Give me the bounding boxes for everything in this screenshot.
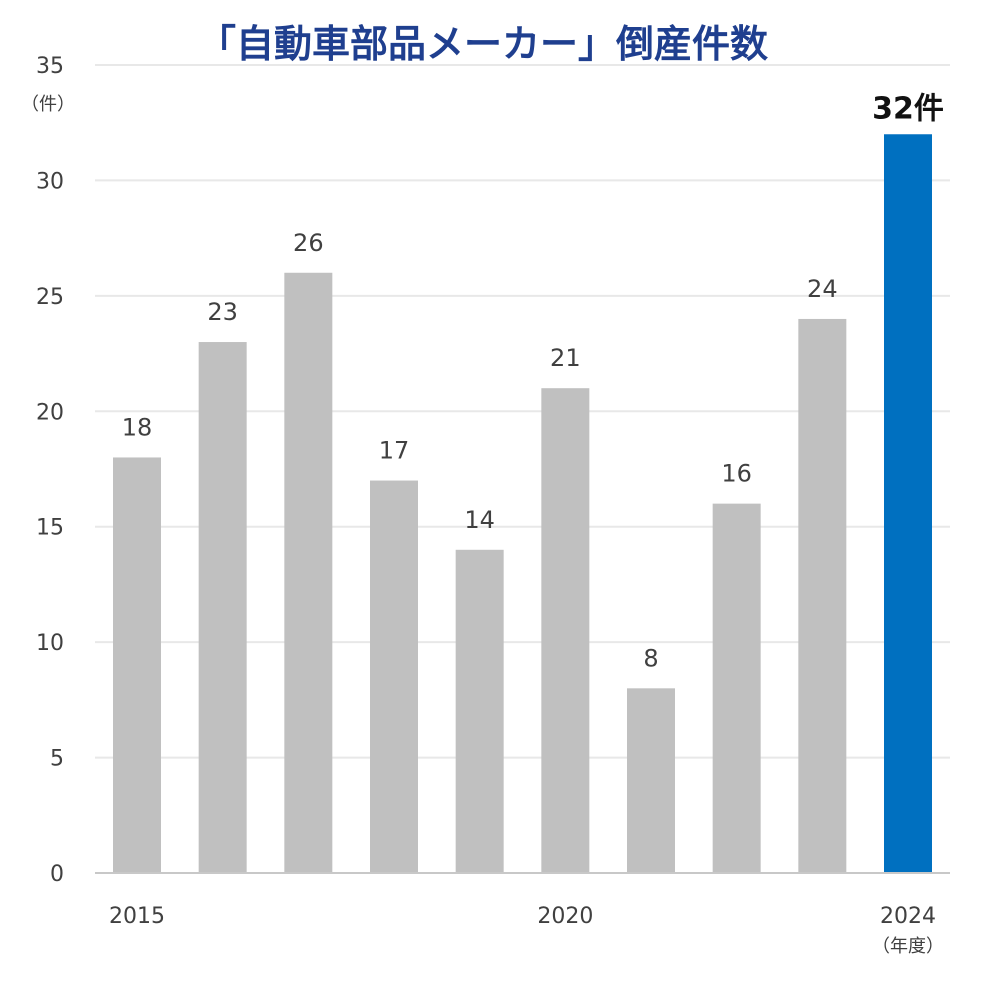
- bar-2024: [884, 134, 932, 873]
- y-tick-label: 30: [36, 169, 64, 194]
- bar-2018: [370, 480, 418, 873]
- data-label-2021: 8: [643, 644, 658, 672]
- data-label-2024: 32件: [872, 91, 944, 126]
- data-label-2016: 23: [207, 298, 238, 326]
- x-tick-label: 2024: [880, 904, 936, 929]
- data-label-2022: 16: [721, 460, 752, 488]
- x-tick-label: 2015: [109, 904, 165, 929]
- bar-2020: [541, 388, 590, 873]
- y-axis-unit-label: （件）: [21, 94, 75, 115]
- data-label-2018: 17: [379, 437, 410, 465]
- bar-2019: [455, 549, 504, 873]
- y-tick-label: 10: [36, 631, 64, 656]
- data-label-2020: 21: [550, 344, 581, 372]
- chart-title: 「自動車部品メーカー」倒産件数: [198, 22, 768, 66]
- data-label-2019: 14: [464, 506, 495, 534]
- data-label-2017: 26: [293, 229, 324, 257]
- x-axis: 2015 2020 2024: [109, 904, 936, 929]
- bar-2016: [198, 342, 247, 873]
- y-tick-label: 5: [50, 747, 64, 772]
- bar-2015: [113, 457, 161, 873]
- y-tick-label: 35: [36, 54, 64, 79]
- y-axis: 0 5 10 15 20 25 30 35: [36, 54, 64, 887]
- y-tick-label: 25: [36, 285, 64, 310]
- bar-2023: [798, 318, 847, 873]
- y-tick-label: 15: [36, 516, 64, 541]
- bars: [113, 134, 932, 873]
- data-label-2015: 18: [122, 413, 153, 441]
- y-tick-label: 20: [36, 400, 64, 425]
- bar-2021: [627, 688, 675, 873]
- data-label-2023: 24: [807, 275, 838, 303]
- x-tick-label: 2020: [537, 904, 593, 929]
- y-tick-label: 0: [50, 862, 64, 887]
- x-axis-unit-label: （年度）: [872, 936, 944, 957]
- bar-2022: [712, 503, 761, 873]
- data-labels: 18 23 26 17 14 21 8 16 24 32件: [122, 91, 944, 672]
- bar-2017: [284, 272, 333, 873]
